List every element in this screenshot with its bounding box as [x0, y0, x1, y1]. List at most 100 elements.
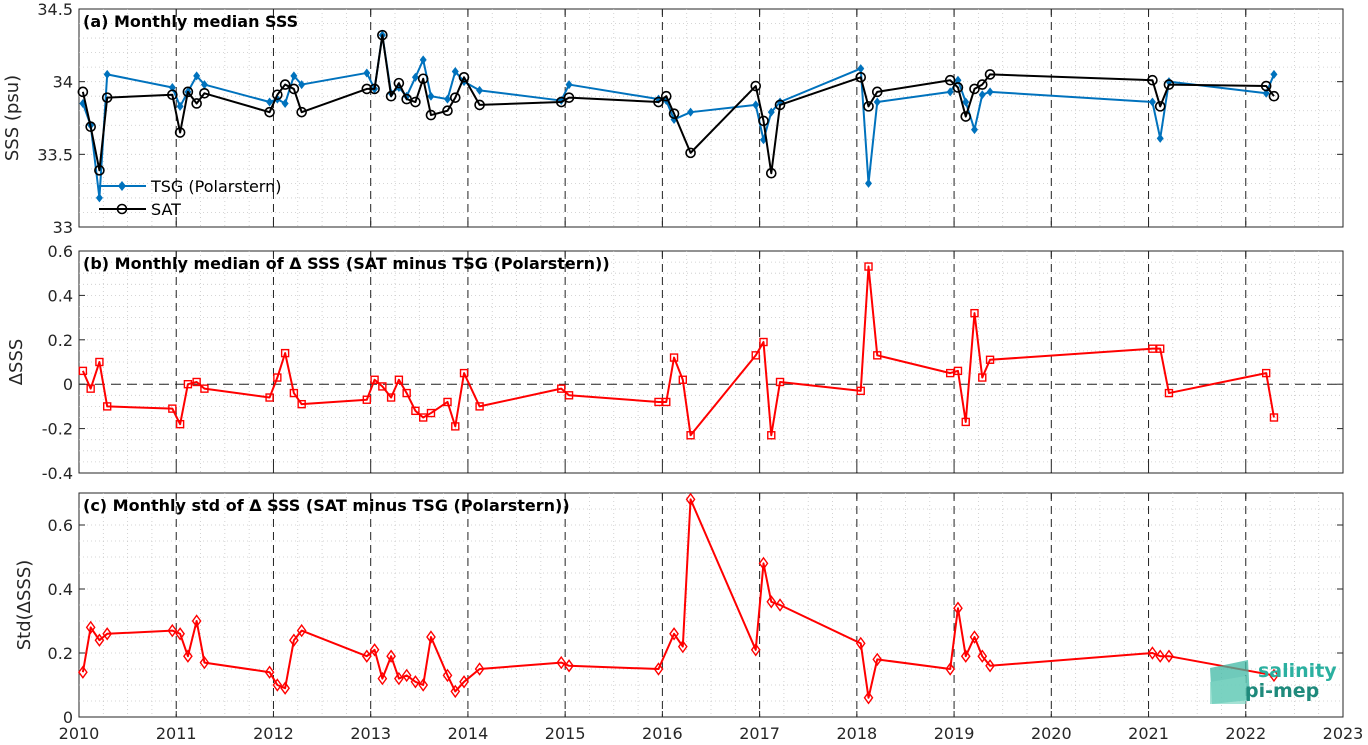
data-point-square: [678, 375, 688, 384]
logo-text-pi-mep: pi-mep: [1245, 680, 1319, 702]
y-tick-label: 0.4: [48, 580, 73, 599]
data-point-diamond-open: [85, 620, 96, 635]
series-line: [81, 265, 1275, 437]
data-point-diamond-open: [401, 668, 412, 683]
data-point-circle: [765, 167, 777, 179]
data-point-square: [78, 366, 88, 376]
data-point-circle: [377, 29, 388, 41]
x-tick-label: 2014: [448, 724, 489, 743]
data-point-diamond: [946, 87, 954, 97]
data-point-diamond-open: [394, 671, 404, 686]
data-point-circle: [944, 74, 956, 86]
data-point-square: [873, 351, 882, 360]
data-point-square: [297, 399, 306, 409]
y-tick-label: 33: [53, 218, 73, 237]
data-point-diamond-open: [289, 633, 299, 647]
data-point-diamond: [200, 80, 208, 90]
data-point-diamond: [363, 68, 371, 78]
data-point-circle: [474, 99, 485, 111]
data-point-diamond-open: [78, 665, 88, 679]
data-point-square: [265, 393, 274, 402]
data-point-diamond: [103, 69, 111, 79]
data-point-square: [459, 368, 469, 378]
data-point-circle: [199, 87, 210, 99]
data-point-square: [289, 388, 299, 398]
data-point-circle: [385, 90, 397, 102]
data-point-circle: [555, 96, 567, 108]
data-point-diamond-open: [872, 652, 883, 667]
data-point-circle: [417, 73, 429, 85]
data-point-square: [953, 366, 963, 376]
data-point-circle: [288, 83, 300, 95]
data-point-circle: [369, 83, 380, 95]
x-tick-label: 2018: [836, 724, 877, 743]
data-point-diamond-open: [459, 675, 469, 689]
y-tick-label: 0.2: [48, 331, 73, 350]
data-point-circle: [449, 92, 461, 103]
panel-b-ylabel: ΔSSS: [6, 339, 27, 386]
data-point-diamond-open: [102, 627, 113, 641]
data-point-diamond-open: [945, 662, 956, 676]
data-point-square: [662, 397, 671, 407]
data-point-square: [86, 384, 95, 393]
y-tick-label: 0: [63, 375, 73, 394]
data-point-square: [1148, 344, 1157, 353]
y-tick-label: 0.6: [48, 516, 73, 535]
data-point-diamond-open: [977, 649, 988, 663]
data-point-circle: [279, 79, 291, 90]
data-point-circle: [264, 106, 275, 118]
data-point-diamond: [427, 91, 435, 101]
data-point-circle: [182, 86, 194, 98]
grid-layer: [79, 9, 1343, 717]
data-point-square: [978, 373, 987, 382]
legend-sat-label: SAT: [151, 200, 181, 219]
data-point-square: [426, 408, 436, 418]
data-point-diamond: [451, 66, 459, 76]
data-point-circle: [1147, 74, 1158, 86]
y-tick-label: 34.5: [37, 0, 73, 19]
data-point-circle: [758, 115, 769, 127]
panel-a-title: (a) Monthly median SSS: [83, 12, 298, 31]
data-point-square: [183, 380, 193, 389]
data-point-diamond-open: [669, 627, 679, 641]
salinity-pi-mep-logo: salinity pi-mep: [1210, 660, 1337, 704]
data-point-square: [961, 417, 970, 427]
data-point-diamond: [1148, 97, 1156, 107]
data-point-circle: [361, 83, 373, 95]
data-point-diamond-open: [775, 598, 785, 612]
data-point-circle: [563, 92, 575, 103]
data-point-diamond: [176, 101, 184, 111]
data-point-circle: [272, 89, 283, 101]
data-point-circle: [442, 105, 453, 117]
y-tick-label: 0.4: [48, 286, 73, 305]
data-point-circle: [774, 99, 786, 111]
data-point-circle: [976, 79, 988, 90]
data-point-diamond: [266, 97, 274, 107]
data-point-circle: [960, 111, 972, 122]
data-point-square: [686, 431, 695, 440]
data-point-diamond-open: [758, 556, 769, 571]
data-point-diamond: [767, 107, 775, 117]
data-point-circle: [750, 80, 762, 92]
data-point-diamond: [168, 82, 176, 92]
data-point-circle: [296, 106, 307, 118]
data-point-circle: [85, 121, 96, 133]
data-point-square: [280, 348, 290, 358]
data-point-diamond: [193, 71, 201, 81]
data-point-square: [1164, 388, 1174, 398]
data-point-diamond-open: [377, 671, 388, 686]
data-point-square: [370, 375, 379, 384]
data-point-diamond-open: [426, 630, 436, 644]
data-point-diamond-open: [677, 639, 688, 654]
data-point-diamond: [865, 178, 873, 188]
data-point-circle: [393, 77, 405, 89]
data-point-square: [557, 384, 566, 393]
data-point-diamond: [444, 94, 452, 104]
y-tick-label: 0.6: [48, 242, 73, 261]
data-point-diamond-open: [199, 655, 210, 670]
data-point-diamond: [873, 97, 881, 107]
data-point-diamond-open: [442, 668, 453, 683]
y-tick-label: -0.4: [42, 464, 73, 483]
data-point-diamond: [687, 107, 695, 117]
data-point-square: [443, 397, 452, 407]
